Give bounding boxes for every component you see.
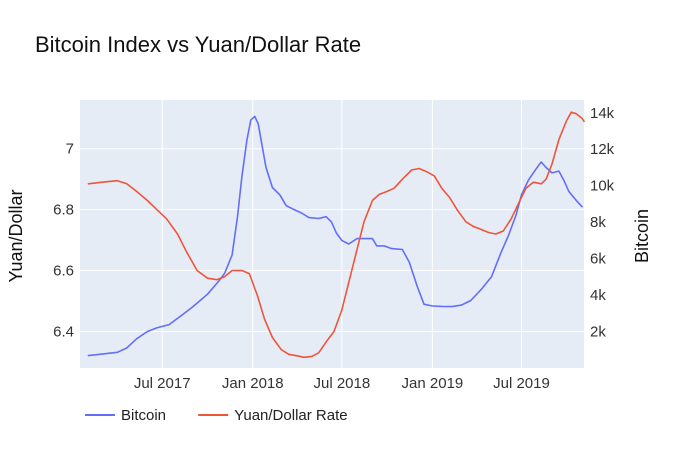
- legend[interactable]: Bitcoin Yuan/Dollar Rate: [85, 407, 348, 424]
- legend-item-yuan-dollar-rate[interactable]: Yuan/Dollar Rate: [198, 407, 348, 424]
- y-right-tick-label: 8k: [590, 214, 606, 231]
- grid-lines: [80, 100, 584, 368]
- series-line-bitcoin: [87, 115, 583, 357]
- tick-labels: Jul 2017 Jan 2018 Jul 2018 Jan 2019 Jul 2019…: [53, 105, 615, 392]
- series-line-yuan-dollar-rate: [87, 111, 585, 359]
- x-tick-label: Jan 2018: [222, 375, 284, 392]
- y-left-tick-label: 6.4: [53, 323, 74, 340]
- legend-label: Yuan/Dollar Rate: [234, 407, 347, 424]
- plot-area: [80, 100, 584, 368]
- y-right-tick-label: 6k: [590, 251, 606, 268]
- chart-title: Bitcoin Index vs Yuan/Dollar Rate: [35, 32, 361, 57]
- y-left-tick-label: 6.8: [53, 202, 74, 219]
- y-right-tick-label: 12k: [590, 141, 615, 158]
- x-tick-label: Jan 2019: [402, 375, 464, 392]
- y-left-axis-title: Yuan/Dollar: [6, 189, 26, 282]
- y-right-tick-label: 4k: [590, 287, 606, 304]
- legend-label: Bitcoin: [121, 407, 166, 424]
- x-tick-label: Jul 2019: [493, 375, 550, 392]
- y-right-axis-title: Bitcoin: [632, 209, 652, 263]
- y-right-tick-label: 2k: [590, 324, 606, 341]
- x-tick-label: Jul 2017: [134, 375, 191, 392]
- y-right-tick-label: 14k: [590, 105, 615, 122]
- y-left-tick-label: 6.6: [53, 263, 74, 280]
- y-left-tick-label: 7: [66, 141, 74, 158]
- x-tick-label: Jul 2018: [313, 375, 370, 392]
- y-right-tick-label: 10k: [590, 178, 615, 195]
- legend-item-bitcoin[interactable]: Bitcoin: [85, 407, 166, 424]
- series-lines: [87, 111, 585, 359]
